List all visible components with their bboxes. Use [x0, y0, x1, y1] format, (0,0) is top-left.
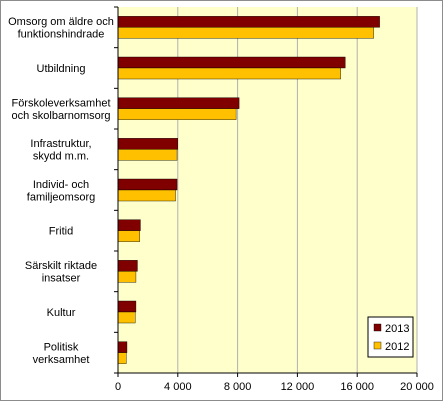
- category-label: Fritid: [49, 226, 73, 238]
- bar-2012: [117, 108, 237, 120]
- bar-2013: [117, 56, 346, 69]
- category-labels: Omsorg om äldre och funktionshindrade Utbi…: [8, 6, 118, 374]
- legend-label-2013: 2013: [385, 323, 409, 335]
- x-tick-label: 20 000: [400, 381, 434, 393]
- legend-swatch-2013: [373, 323, 382, 332]
- legend-box: [367, 316, 414, 358]
- legend: 2013 2012: [367, 316, 414, 358]
- bar-2013: [117, 178, 178, 191]
- bar-2013: [117, 300, 137, 313]
- bar-2013: [117, 138, 178, 150]
- category-label: Omsorg om äldre och funktionshindrade: [8, 16, 114, 40]
- bar-2012: [117, 230, 140, 242]
- category-label: Utbildning: [37, 63, 86, 75]
- x-axis-ticks: 0 4 000 8 000 12 000 16 000 20 000: [115, 373, 434, 393]
- bar-2012: [117, 149, 178, 161]
- bar-2012: [117, 311, 136, 324]
- category-label: Politisk verksamhet: [33, 341, 90, 366]
- bar-2013: [117, 97, 240, 109]
- x-tick-label: 8 000: [224, 381, 252, 393]
- x-tick-label: 4 000: [164, 381, 192, 393]
- category-label: Särskilt riktade insatser: [25, 260, 97, 285]
- bar-2013: [117, 260, 138, 272]
- legend-label-2012: 2012: [385, 341, 409, 353]
- bar-2013: [117, 219, 141, 231]
- bar-2013: [117, 16, 380, 28]
- bar-2012: [117, 27, 374, 39]
- legend-swatch-2012: [373, 341, 382, 350]
- category-label: Förskoleverksamhet och skolbarnomsorg: [11, 97, 110, 122]
- category-label: Kultur: [47, 307, 76, 319]
- bars: [117, 16, 380, 364]
- category-label: Individ- och familjeomsorg: [27, 179, 95, 204]
- bar-2012: [117, 352, 127, 364]
- bar-2012: [117, 189, 176, 202]
- x-tick-label: 0: [115, 381, 121, 393]
- bar-2012: [117, 271, 137, 283]
- bar-2012: [117, 67, 341, 80]
- x-tick-label: 16 000: [340, 381, 374, 393]
- bar-2013: [117, 341, 128, 353]
- category-label: Infrastruktur, skydd m.m.: [30, 138, 91, 163]
- x-tick-label: 12 000: [281, 381, 315, 393]
